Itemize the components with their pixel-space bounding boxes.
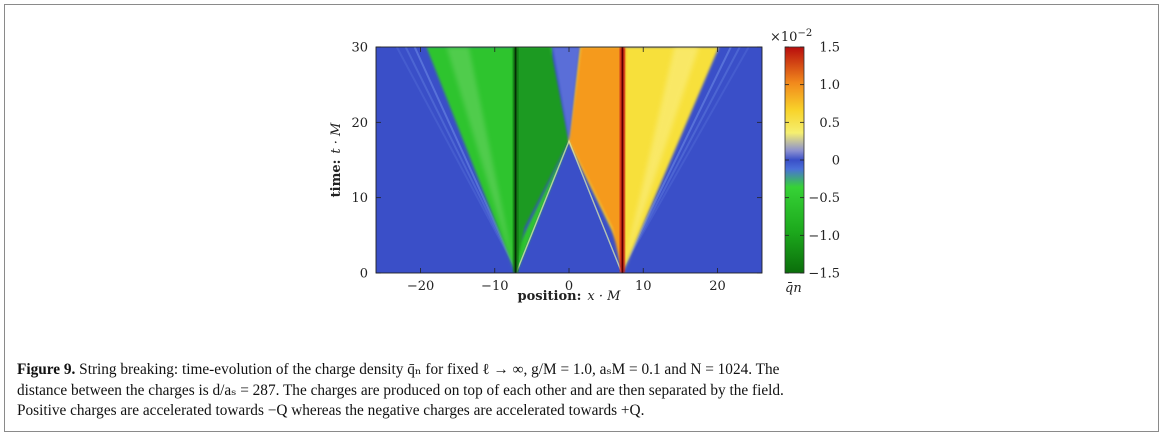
x-axis-ticks: −20 −10 0 10 20	[407, 47, 726, 294]
colorbar-tick-label: 1.5	[819, 41, 840, 56]
wavefront-right-3	[619, 47, 750, 273]
colorbar-tick-label: 0	[832, 154, 840, 169]
wavefront-left-1	[413, 47, 519, 273]
colorbar-label: q̄n	[785, 281, 802, 296]
y-tick-label: 30	[351, 41, 368, 56]
caption-line-1: Figure 9. String breaking: time-evolutio…	[17, 361, 780, 378]
figure-label: Figure 9.	[17, 361, 76, 378]
colorbar-tick-label: 0.5	[819, 116, 840, 131]
wavefront-right-1	[619, 47, 732, 273]
negative-core	[513, 47, 569, 273]
wavefront-left-2	[404, 47, 519, 273]
y-tick-label: 0	[360, 267, 368, 282]
colorbar-ticks: 1.5 1.0 0.5 0 −0.5 −1.0 −1.5	[785, 41, 840, 282]
colorbar-tick-label: −1.0	[808, 229, 840, 244]
x-axis-label: position: x · M	[518, 289, 622, 304]
y-tick-label: 20	[351, 116, 368, 131]
colorbar-multiplier: ×10−2	[770, 28, 812, 45]
negative-charge-line	[514, 47, 517, 273]
wavefront-right-2	[619, 47, 741, 273]
y-tick-label: 10	[351, 191, 368, 206]
charge-density-field	[395, 47, 750, 273]
positive-inner-band	[622, 47, 699, 273]
crossing-wedge	[552, 47, 580, 142]
colorbar-tick-label: 1.0	[819, 78, 840, 93]
x-tick-label: −20	[407, 279, 434, 294]
colorbar-tick-label: −0.5	[808, 191, 840, 206]
caption-line-2: distance between the charges is d/aₛ = 2…	[17, 381, 784, 399]
positive-core	[569, 47, 626, 273]
colorbar-tick-label: −1.5	[808, 267, 840, 282]
wavefront-left-3	[395, 47, 519, 273]
crossing-ridge	[516, 139, 622, 272]
y-axis-label: time:t · M	[329, 122, 344, 197]
negative-inner-band	[446, 47, 516, 273]
x-tick-label: 20	[709, 279, 726, 294]
figure-frame	[4, 4, 1159, 432]
y-axis-ticks: 0 10 20 30	[351, 41, 762, 282]
x-tick-label: −10	[481, 279, 508, 294]
figure-caption: Figure 9. String breaking: time-evolutio…	[17, 360, 1142, 422]
caption-line-3: Positive charges are accelerated towards…	[17, 402, 645, 419]
x-tick-label: 10	[635, 279, 652, 294]
x-tick-label: 0	[565, 279, 573, 294]
positive-charge-line	[621, 47, 624, 273]
